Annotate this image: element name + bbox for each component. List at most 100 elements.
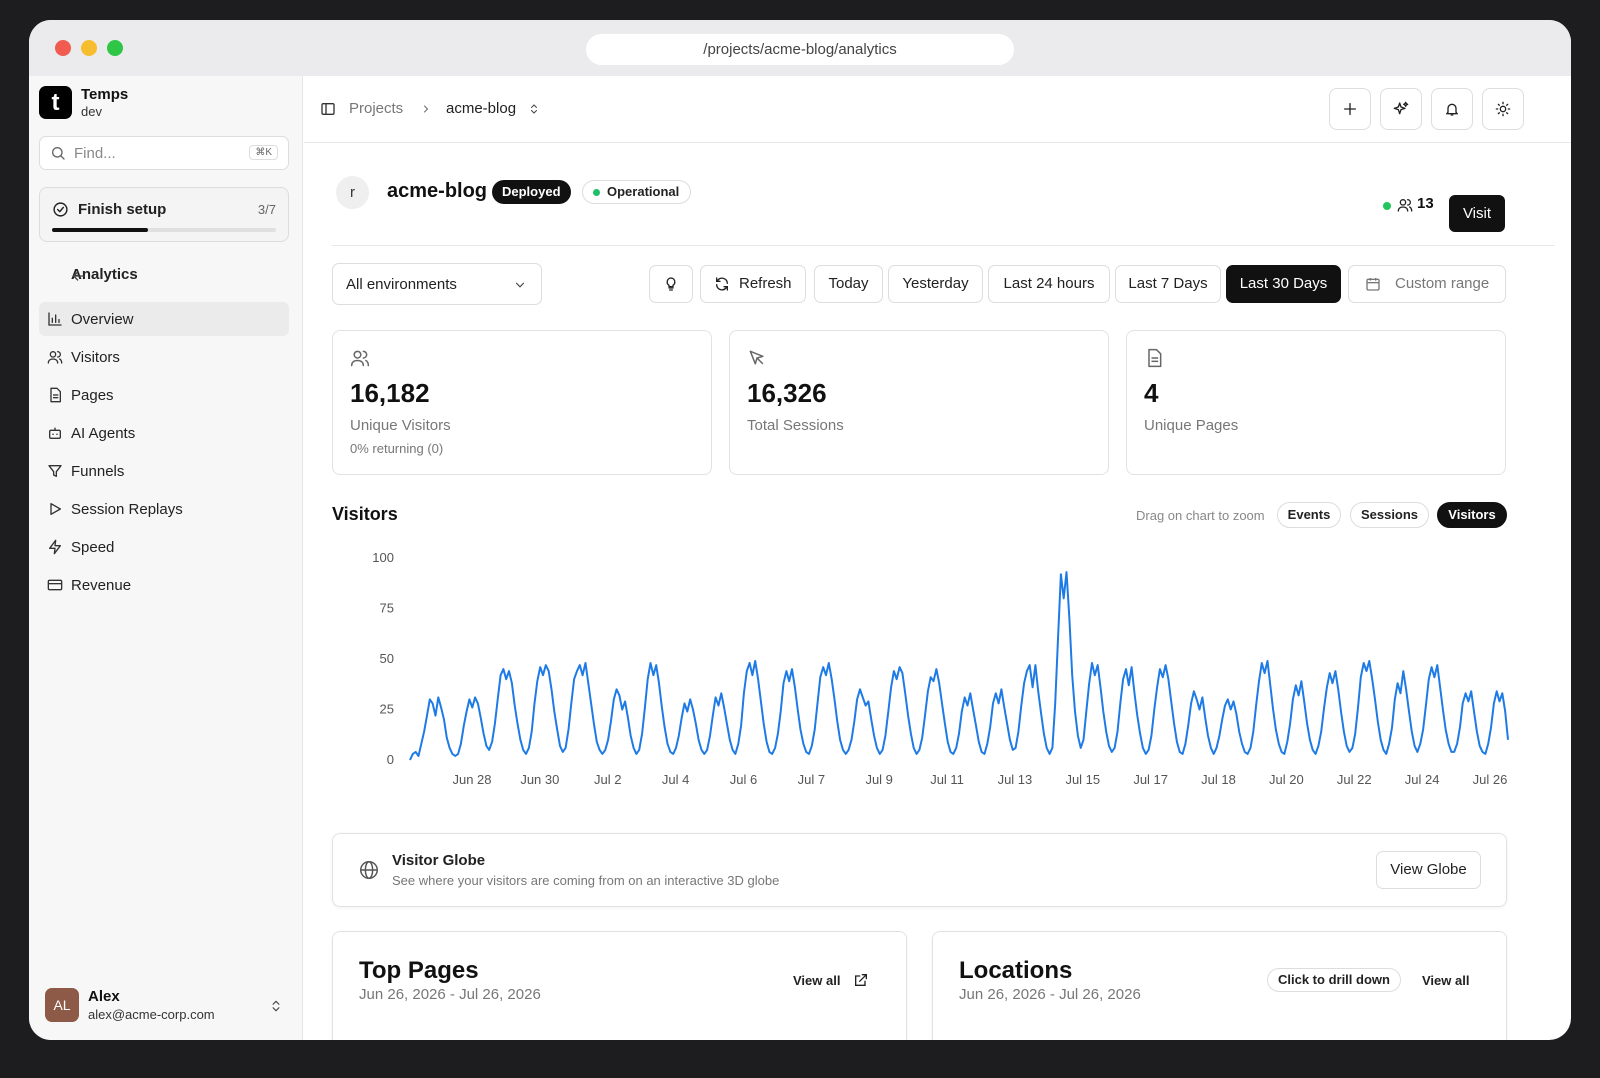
chevron-right-icon xyxy=(420,101,432,122)
play-icon xyxy=(47,501,63,522)
live-dot xyxy=(1383,202,1391,210)
y-tick-label: 100 xyxy=(372,550,394,565)
top-bar: Projects acme-blog xyxy=(304,76,1571,143)
sidebar: t Temps dev Find... ⌘K Finish setup 3/7 … xyxy=(29,76,303,1040)
x-tick-label: Jul 15 xyxy=(1065,772,1100,787)
check-circle-icon xyxy=(52,201,69,223)
sidebar-item-label: Funnels xyxy=(71,463,125,480)
plus-icon xyxy=(1344,103,1356,115)
zoom-hint: Drag on chart to zoom xyxy=(1136,508,1265,523)
chart-title: Visitors xyxy=(332,504,398,524)
x-tick-label: Jul 2 xyxy=(594,772,621,787)
brand-logo[interactable]: t xyxy=(39,86,72,119)
stat-card-unique-pages: 4 Unique Pages xyxy=(1126,330,1506,475)
x-tick-label: Jul 26 xyxy=(1473,772,1508,787)
sparkles-icon xyxy=(1393,101,1409,115)
breadcrumb-projects[interactable]: Projects xyxy=(349,100,404,117)
chevrons-up-down-icon[interactable] xyxy=(528,101,540,122)
custom-range-button[interactable]: Custom range xyxy=(1348,265,1506,303)
range-yesterday-button[interactable]: Yesterday xyxy=(888,265,983,303)
sidebar-item-revenue[interactable]: Revenue xyxy=(39,568,289,602)
x-tick-label: Jul 13 xyxy=(998,772,1033,787)
stat-label: Unique Visitors xyxy=(350,417,451,434)
toggle-visitors[interactable]: Visitors xyxy=(1437,502,1507,528)
back-to-analytics[interactable]: Analytics xyxy=(47,266,138,283)
breadcrumb-project[interactable]: acme-blog xyxy=(446,100,517,117)
panel-title: Locations xyxy=(959,957,1073,984)
search-shortcut: ⌘K xyxy=(249,145,278,160)
arrow-left-icon xyxy=(71,268,87,288)
address-bar[interactable]: /projects/acme-blog/analytics xyxy=(586,34,1014,65)
stat-value: 4 xyxy=(1144,378,1159,408)
sidebar-item-pages[interactable]: Pages xyxy=(39,378,289,412)
user-email: alex@acme-corp.com xyxy=(88,1007,215,1022)
sidebar-item-label: Session Replays xyxy=(71,501,183,518)
custom-range-label: Custom range xyxy=(1395,275,1490,292)
x-tick-label: Jul 6 xyxy=(730,772,757,787)
stat-card-total-sessions: 16,326 Total Sessions xyxy=(729,330,1109,475)
sidebar-item-ai-agents[interactable]: AI Agents xyxy=(39,416,289,450)
sidebar-item-funnels[interactable]: Funnels xyxy=(39,454,289,488)
sidebar-item-label: Revenue xyxy=(71,577,132,594)
user-name: Alex xyxy=(88,988,120,1005)
y-tick-label: 50 xyxy=(380,651,394,666)
environment-select[interactable]: All environments xyxy=(332,263,542,305)
bar-chart-icon xyxy=(47,311,63,332)
setup-progress-fill xyxy=(52,228,149,232)
stat-label: Total Sessions xyxy=(747,417,844,434)
maximize-window-button[interactable] xyxy=(107,40,123,56)
view-all-link[interactable]: View all xyxy=(793,973,841,988)
refresh-icon xyxy=(716,277,728,291)
project-name: acme-blog xyxy=(387,180,488,202)
visit-button[interactable]: Visit xyxy=(1449,195,1505,232)
brand-name: Temps xyxy=(81,86,129,103)
visitors-line-chart[interactable]: 0 25 50 75 100 Jun 28 Jun 30 Jul 2 Jul 4 Jul 6 Jul… xyxy=(332,536,1512,796)
globe-icon xyxy=(358,859,380,886)
bell-icon xyxy=(1446,103,1458,116)
live-visitor-count: 13 xyxy=(1417,195,1434,212)
range-last-7-days-button[interactable]: Last 7 Days xyxy=(1115,265,1221,303)
notifications-button[interactable] xyxy=(1431,88,1473,130)
panel-title: Top Pages xyxy=(359,957,479,984)
ai-assistant-button[interactable] xyxy=(1380,88,1422,130)
sidebar-item-visitors[interactable]: Visitors xyxy=(39,340,289,374)
users-icon xyxy=(1397,197,1413,218)
x-tick-label: Jul 9 xyxy=(865,772,892,787)
search-icon xyxy=(50,145,66,166)
add-button[interactable] xyxy=(1329,88,1371,130)
x-tick-label: Jul 4 xyxy=(662,772,689,787)
insights-button[interactable] xyxy=(649,265,693,303)
x-tick-label: Jul 20 xyxy=(1269,772,1304,787)
drill-down-badge[interactable]: Click to drill down xyxy=(1267,968,1401,992)
status-dot xyxy=(593,189,600,196)
chevron-down-icon xyxy=(513,278,527,297)
chevrons-up-down-icon xyxy=(269,998,283,1019)
view-globe-button[interactable]: View Globe xyxy=(1376,851,1481,889)
refresh-button[interactable]: Refresh xyxy=(700,265,806,303)
toggle-events[interactable]: Events xyxy=(1277,502,1341,528)
deployed-badge: Deployed xyxy=(492,180,571,204)
close-window-button[interactable] xyxy=(55,40,71,56)
sidebar-item-label: Overview xyxy=(71,311,134,328)
toggle-sessions[interactable]: Sessions xyxy=(1350,502,1429,528)
sidebar-item-overview[interactable]: Overview xyxy=(39,302,289,336)
range-today-button[interactable]: Today xyxy=(814,265,883,303)
minimize-window-button[interactable] xyxy=(81,40,97,56)
finish-setup-card[interactable]: Finish setup 3/7 xyxy=(39,187,289,242)
main-content: Projects acme-blog r acme-blog Deployed … xyxy=(304,76,1571,1040)
project-avatar: r xyxy=(336,176,369,209)
range-last-30-days-button[interactable]: Last 30 Days xyxy=(1226,265,1341,303)
search-input[interactable]: Find... ⌘K xyxy=(39,136,289,170)
stat-label: Unique Pages xyxy=(1144,417,1239,434)
y-tick-label: 75 xyxy=(380,601,394,616)
sidebar-item-session-replays[interactable]: Session Replays xyxy=(39,492,289,526)
sidebar-item-speed[interactable]: Speed xyxy=(39,530,289,564)
theme-toggle-button[interactable] xyxy=(1482,88,1524,130)
range-last-24-hours-button[interactable]: Last 24 hours xyxy=(988,265,1110,303)
sidebar-toggle-icon[interactable] xyxy=(320,101,336,122)
external-link-icon[interactable] xyxy=(853,972,869,993)
panel-dates: Jun 26, 2026 - Jul 26, 2026 xyxy=(959,986,1141,1003)
avatar: AL xyxy=(45,988,79,1022)
view-all-link[interactable]: View all xyxy=(1422,973,1470,988)
user-menu[interactable]: AL Alex alex@acme-corp.com xyxy=(45,988,285,1024)
